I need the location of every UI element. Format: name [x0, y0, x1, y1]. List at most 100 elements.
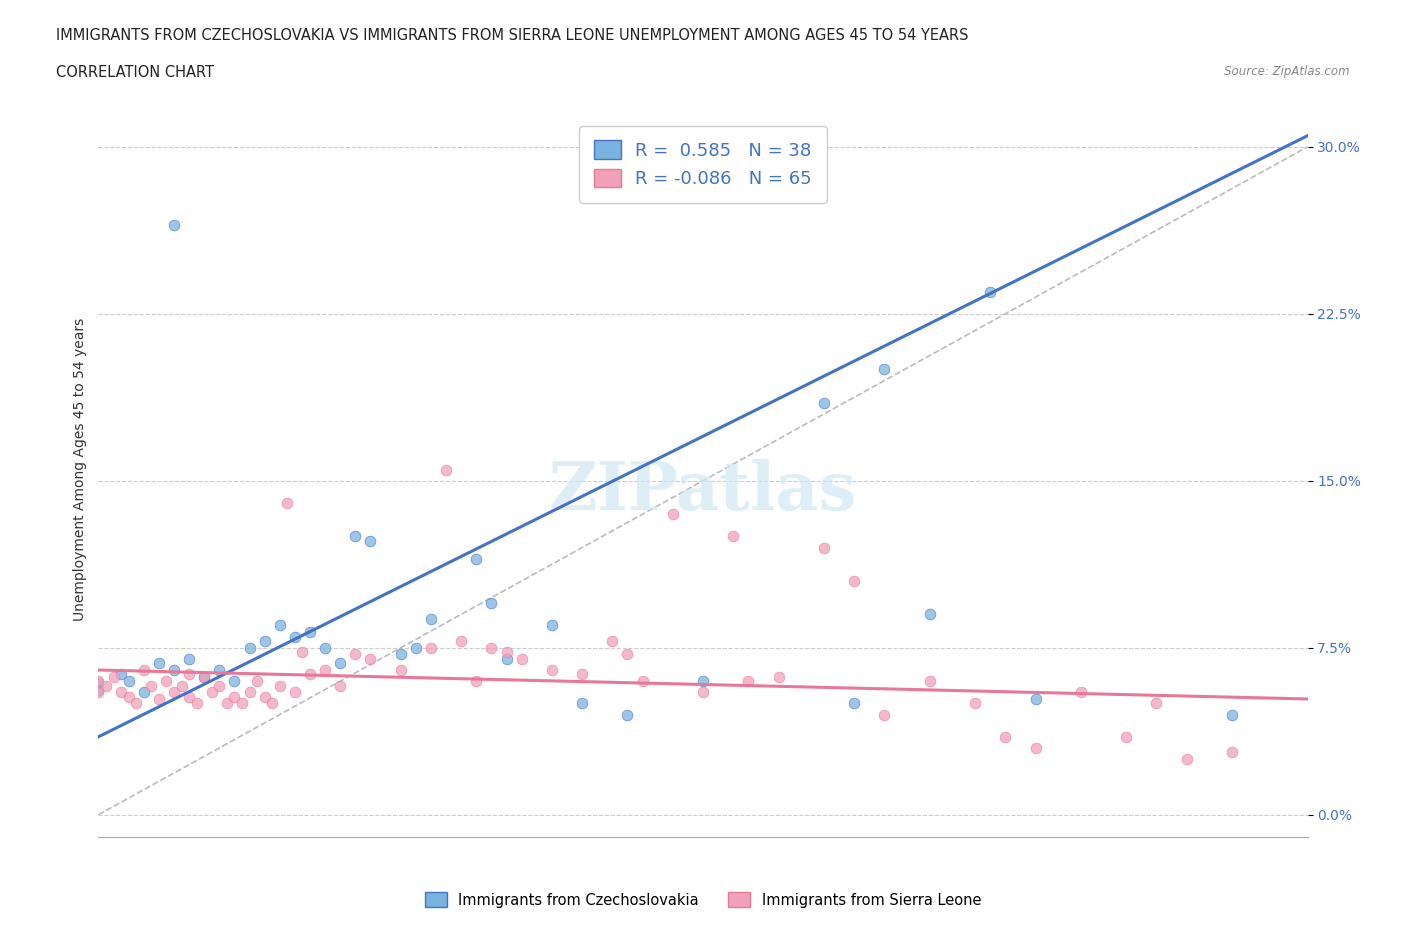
Point: [148, 656, 170, 671]
Point: [389, 647, 412, 662]
Point: [813, 395, 835, 410]
Point: [132, 684, 155, 699]
Point: [262, 696, 284, 711]
Point: [510, 651, 533, 666]
Point: [329, 678, 352, 693]
Point: [360, 651, 382, 666]
Point: [239, 684, 262, 699]
Point: [215, 696, 238, 711]
Point: [276, 496, 298, 511]
Point: [125, 696, 148, 711]
Point: [298, 625, 321, 640]
Y-axis label: Unemployment Among Ages 45 to 54 years: Unemployment Among Ages 45 to 54 years: [73, 318, 87, 621]
Point: [1175, 751, 1198, 766]
Point: [465, 551, 488, 566]
Text: IMMIGRANTS FROM CZECHOSLOVAKIA VS IMMIGRANTS FROM SIERRA LEONE UNEMPLOYMENT AMON: IMMIGRANTS FROM CZECHOSLOVAKIA VS IMMIGR…: [56, 28, 969, 43]
Point: [269, 618, 291, 633]
Point: [844, 574, 866, 589]
Point: [110, 684, 132, 699]
Point: [87, 676, 110, 691]
Point: [298, 667, 321, 682]
Point: [201, 684, 224, 699]
Point: [661, 507, 683, 522]
Point: [873, 362, 896, 377]
Point: [94, 678, 117, 693]
Text: Source: ZipAtlas.com: Source: ZipAtlas.com: [1225, 65, 1350, 78]
Point: [208, 678, 231, 693]
Point: [1115, 729, 1137, 744]
Point: [155, 673, 177, 688]
Point: [571, 667, 593, 682]
Point: [616, 707, 638, 722]
Point: [163, 218, 186, 232]
Point: [465, 673, 488, 688]
Legend: R =  0.585   N = 38, R = -0.086   N = 65: R = 0.585 N = 38, R = -0.086 N = 65: [579, 126, 827, 203]
Point: [600, 633, 623, 648]
Point: [540, 662, 562, 677]
Point: [269, 678, 291, 693]
Point: [110, 667, 132, 682]
Point: [1220, 745, 1243, 760]
Point: [495, 644, 517, 659]
Point: [768, 670, 790, 684]
Point: [495, 651, 517, 666]
Point: [692, 673, 714, 688]
Point: [450, 633, 472, 648]
Point: [1024, 740, 1046, 755]
Point: [170, 678, 193, 693]
Point: [224, 673, 246, 688]
Point: [737, 673, 759, 688]
Point: [1070, 684, 1092, 699]
Point: [87, 673, 110, 688]
Point: [481, 641, 503, 656]
Point: [284, 630, 307, 644]
Point: [540, 618, 562, 633]
Point: [965, 696, 987, 711]
Point: [132, 662, 155, 677]
Point: [163, 684, 186, 699]
Point: [231, 696, 253, 711]
Point: [246, 673, 269, 688]
Point: [994, 729, 1017, 744]
Point: [141, 678, 163, 693]
Point: [314, 662, 336, 677]
Point: [571, 696, 593, 711]
Point: [481, 596, 503, 611]
Point: [979, 284, 1001, 299]
Point: [208, 662, 231, 677]
Point: [103, 670, 125, 684]
Point: [918, 607, 941, 622]
Text: ZIPatlas: ZIPatlas: [548, 459, 858, 525]
Point: [389, 662, 412, 677]
Point: [329, 656, 352, 671]
Point: [1144, 696, 1167, 711]
Text: CORRELATION CHART: CORRELATION CHART: [56, 65, 214, 80]
Point: [360, 534, 382, 549]
Point: [177, 651, 201, 666]
Point: [420, 641, 443, 656]
Point: [344, 529, 367, 544]
Point: [177, 667, 201, 682]
Point: [434, 462, 457, 477]
Point: [239, 641, 262, 656]
Point: [148, 692, 170, 707]
Point: [692, 684, 714, 699]
Point: [314, 641, 336, 656]
Point: [186, 696, 208, 711]
Point: [405, 641, 427, 656]
Point: [918, 673, 941, 688]
Point: [873, 707, 896, 722]
Point: [631, 673, 654, 688]
Point: [616, 647, 638, 662]
Point: [193, 670, 215, 684]
Point: [723, 529, 745, 544]
Point: [813, 540, 835, 555]
Point: [284, 684, 307, 699]
Point: [118, 673, 141, 688]
Point: [118, 689, 141, 704]
Point: [420, 611, 443, 626]
Point: [253, 689, 276, 704]
Point: [253, 633, 276, 648]
Point: [1024, 692, 1046, 707]
Point: [1220, 707, 1243, 722]
